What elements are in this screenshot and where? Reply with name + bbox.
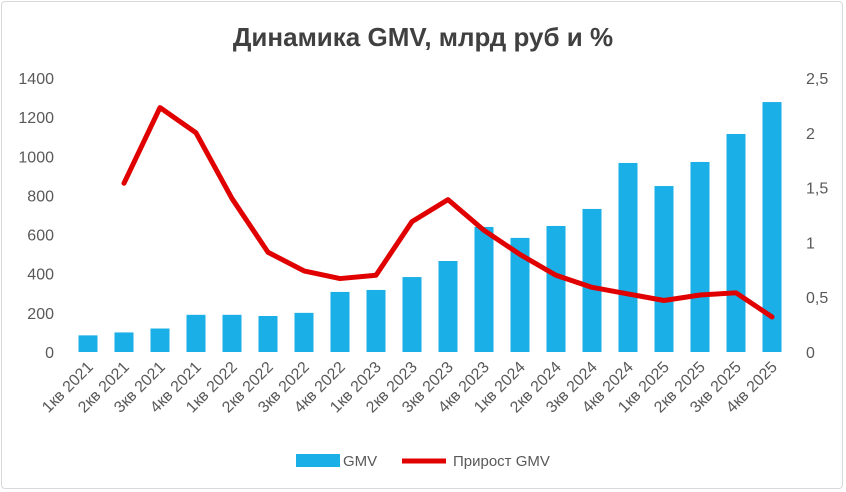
y-right-tick-label: 2 (806, 126, 815, 143)
bar-gmv (114, 332, 134, 352)
chart-title: Динамика GMV, млрд руб и % (233, 22, 613, 52)
y-left-tick-label: 1000 (18, 149, 54, 166)
bar-gmv (78, 335, 98, 352)
bar-gmv (582, 208, 602, 352)
y-right-tick-label: 2,5 (806, 71, 828, 88)
line-gmv-growth (121, 105, 775, 320)
y-left-tick-label: 400 (27, 267, 54, 284)
bar-gmv (726, 133, 746, 352)
bar-gmv (222, 314, 242, 352)
bar-gmv (438, 260, 458, 352)
bar-gmv (546, 225, 566, 352)
bar-gmv (186, 314, 206, 352)
bar-gmv (474, 226, 494, 352)
y-right-tick-label: 0 (806, 345, 815, 362)
y-right-tick-label: 1 (806, 235, 815, 252)
legend-label-gmv: GMV (343, 453, 377, 470)
bar-gmv (510, 237, 530, 352)
bar-gmv (654, 186, 674, 352)
y-left-tick-label: 600 (27, 228, 54, 245)
y-left-tick-label: 0 (45, 345, 54, 362)
bar-gmv (762, 102, 782, 352)
y-left-tick-label: 800 (27, 188, 54, 205)
bar-gmv (258, 315, 278, 352)
bar-gmv (690, 161, 710, 352)
y-left-tick-label: 1400 (18, 71, 54, 88)
y-left-tick-label: 200 (27, 306, 54, 323)
y-right-tick-label: 0,5 (806, 290, 828, 307)
y-left-tick-label: 1200 (18, 110, 54, 127)
y-right-tick-label: 1,5 (806, 181, 828, 198)
bar-gmv (402, 277, 422, 352)
legend-swatch-gmv (296, 454, 340, 467)
bar-gmv (366, 289, 386, 352)
bar-gmv (294, 312, 314, 352)
bar-gmv (618, 162, 638, 352)
bar-gmv (150, 328, 170, 352)
bar-gmv (330, 291, 350, 352)
legend-label-growth: Прирост GMV (453, 453, 550, 470)
